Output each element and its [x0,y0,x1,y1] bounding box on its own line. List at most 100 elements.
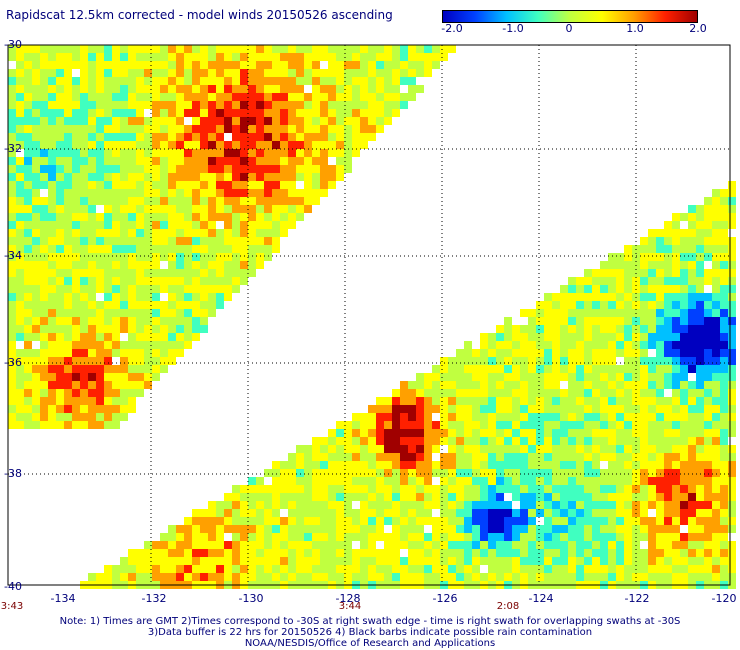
data-cell [32,317,40,325]
data-cell [672,245,680,253]
data-cell [104,341,112,349]
data-cell [328,133,336,141]
data-cell [344,549,352,557]
data-cell [144,125,152,133]
data-cell [728,301,736,309]
data-cell [80,317,88,325]
data-cell [608,525,616,533]
data-cell [560,509,568,517]
data-cell [224,157,232,165]
data-cell [48,85,56,93]
data-cell [576,389,584,397]
data-cell [296,61,304,69]
data-cell [560,317,568,325]
data-cell [672,373,680,381]
data-cell [216,133,224,141]
data-cell [160,341,168,349]
data-cell [56,117,64,125]
data-cell [192,197,200,205]
data-cell [728,197,736,205]
data-cell [648,381,656,389]
data-cell [464,437,472,445]
data-cell [328,141,336,149]
data-cell [208,45,216,53]
data-cell [520,517,528,525]
data-cell [544,517,552,525]
data-cell [664,485,672,493]
data-cell [424,53,432,61]
data-cell [536,493,544,501]
data-cell [432,525,440,533]
data-cell [240,157,248,165]
data-cell [432,437,440,445]
data-cell [352,77,360,85]
data-cell [440,437,448,445]
data-cell [80,229,88,237]
data-cell [72,397,80,405]
data-cell [184,557,192,565]
data-cell [552,477,560,485]
data-cell [288,133,296,141]
data-cell [48,157,56,165]
data-cell [528,341,536,349]
data-cell [576,565,584,573]
data-cell [520,509,528,517]
data-cell [608,509,616,517]
data-cell [152,229,160,237]
data-cell [232,189,240,197]
data-cell [104,381,112,389]
data-cell [280,189,288,197]
data-cell [256,141,264,149]
lon-label: -132 [141,592,167,605]
data-cell [544,301,552,309]
data-cell [104,61,112,69]
data-cell [144,373,152,381]
data-cell [712,277,720,285]
data-cell [24,181,32,189]
data-cell [88,189,96,197]
data-cell [496,349,504,357]
data-cell [256,501,264,509]
data-cell [104,117,112,125]
data-cell [520,541,528,549]
data-cell [584,365,592,373]
data-cell [40,149,48,157]
footnote-line-2: 3)Data buffer is 22 hrs for 20150526 4) … [147,627,593,638]
data-cell [144,349,152,357]
data-cell [64,157,72,165]
data-cell [248,533,256,541]
data-cell [296,93,304,101]
data-cell [720,461,728,469]
data-cell [648,341,656,349]
data-cell [136,573,144,581]
data-cell [704,317,712,325]
data-cell [224,565,232,573]
data-cell [624,325,632,333]
data-cell [696,421,704,429]
data-cell [408,93,416,101]
data-cell [352,525,360,533]
data-cell [680,397,688,405]
data-cell [560,493,568,501]
data-cell [512,453,520,461]
data-cell [672,445,680,453]
data-cell [448,501,456,509]
lat-label: -34 [4,249,22,262]
data-cell [224,517,232,525]
data-cell [136,109,144,117]
data-cell [440,381,448,389]
data-cell [168,341,176,349]
data-cell [552,325,560,333]
data-cell [528,429,536,437]
data-cell [288,477,296,485]
data-cell [640,389,648,397]
data-cell [56,317,64,325]
data-cell [256,549,264,557]
data-cell [600,557,608,565]
data-cell [288,541,296,549]
data-cell [664,221,672,229]
data-cell [232,485,240,493]
data-cell [64,253,72,261]
data-cell [480,341,488,349]
data-cell [696,509,704,517]
